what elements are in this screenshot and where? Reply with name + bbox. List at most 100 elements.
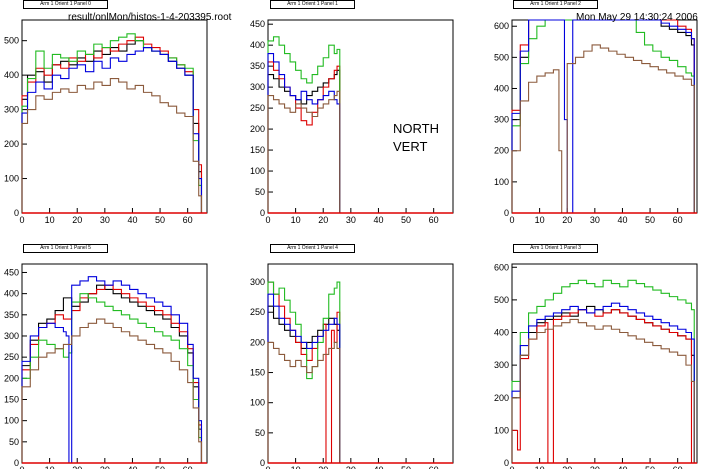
x-tick-label: 10 — [535, 465, 545, 469]
x-tick-label: 0 — [19, 465, 24, 469]
x-tick-label: 50 — [645, 215, 655, 225]
x-tick-label: 10 — [291, 215, 301, 225]
y-tick-label: 300 — [250, 277, 265, 287]
x-tick-label: 0 — [19, 215, 24, 225]
y-tick-label: 400 — [4, 70, 19, 80]
y-tick-label: 0 — [504, 458, 509, 468]
x-tick-label: 60 — [429, 215, 439, 225]
plot-frame — [511, 19, 698, 214]
x-tick-label: 0 — [265, 465, 270, 469]
series-green — [21, 33, 205, 214]
plot-frame — [21, 19, 208, 214]
y-tick-label: 200 — [250, 337, 265, 347]
series-brown — [511, 44, 695, 214]
x-tick-label: 30 — [346, 215, 356, 225]
x-tick-label: 20 — [562, 215, 572, 225]
y-tick-label: 150 — [4, 394, 19, 404]
y-tick-label: 350 — [4, 310, 19, 320]
y-tick-label: 200 — [494, 146, 509, 156]
series-red — [267, 61, 343, 214]
series-brown — [511, 318, 695, 463]
series-brown — [267, 341, 343, 464]
panel-title: Arm 1 Orient 1 Panel 2 — [513, 0, 598, 9]
panel-title: Arm 1 Orient 1 Panel 3 — [513, 244, 598, 253]
series-green — [267, 281, 343, 464]
x-tick-label: 10 — [45, 465, 55, 469]
x-tick-label: 60 — [183, 215, 193, 225]
panel-title: Arm 1 Orient 1 Panel 4 — [270, 244, 355, 253]
plot-frame — [267, 19, 454, 214]
x-tick-label: 60 — [673, 465, 683, 469]
y-tick-label: 200 — [494, 393, 509, 403]
x-tick-label: 30 — [100, 215, 110, 225]
y-tick-label: 100 — [250, 398, 265, 408]
y-tick-label: 200 — [250, 124, 265, 134]
x-tick-label: 20 — [72, 465, 82, 469]
plot-frame — [267, 263, 454, 464]
y-tick-label: 500 — [4, 36, 19, 46]
series-brown — [267, 90, 343, 214]
vert-label: VERT — [393, 139, 428, 154]
file-path: result/onlMon/histos-1-4-203395.root — [68, 12, 232, 23]
x-tick-label: 10 — [291, 465, 301, 469]
series-blue — [21, 276, 205, 464]
x-tick-label: 20 — [318, 215, 328, 225]
y-tick-label: 200 — [4, 139, 19, 149]
series-brown — [21, 318, 205, 464]
north-label: NORTH — [393, 121, 439, 136]
x-tick-label: 50 — [155, 465, 165, 469]
y-tick-label: 600 — [494, 262, 509, 272]
x-tick-label: 50 — [401, 465, 411, 469]
x-tick-label: 40 — [373, 465, 383, 469]
y-tick-label: 0 — [14, 208, 19, 218]
series-green — [511, 279, 695, 463]
x-tick-label: 20 — [562, 465, 572, 469]
y-tick-label: 500 — [494, 295, 509, 305]
y-tick-label: 100 — [4, 174, 19, 184]
series-red — [267, 281, 343, 464]
y-tick-label: 100 — [250, 166, 265, 176]
x-tick-label: 50 — [401, 215, 411, 225]
x-tick-label: 30 — [590, 465, 600, 469]
x-tick-label: 10 — [535, 215, 545, 225]
panel-title: Arm 1 Orient 1 Panel 1 — [270, 0, 355, 9]
y-tick-label: 100 — [4, 416, 19, 426]
panel-title: Arm 1 Orient 1 Panel 5 — [23, 244, 108, 253]
series-brown — [21, 78, 205, 214]
y-tick-label: 600 — [494, 21, 509, 31]
series-green — [267, 36, 343, 214]
x-tick-label: 60 — [429, 465, 439, 469]
x-tick-label: 30 — [590, 215, 600, 225]
y-tick-label: 50 — [255, 428, 265, 438]
x-tick-label: 30 — [100, 465, 110, 469]
plot-frame — [21, 263, 208, 464]
y-tick-label: 150 — [250, 368, 265, 378]
y-tick-label: 300 — [494, 115, 509, 125]
y-tick-label: 0 — [504, 208, 509, 218]
y-tick-label: 300 — [494, 360, 509, 370]
plot-frame — [511, 263, 698, 464]
y-tick-label: 50 — [255, 187, 265, 197]
y-tick-label: 0 — [260, 458, 265, 468]
y-tick-label: 500 — [494, 52, 509, 62]
y-tick-label: 0 — [260, 208, 265, 218]
y-tick-label: 100 — [494, 177, 509, 187]
y-tick-label: 250 — [250, 103, 265, 113]
timestamp: Mon May 29 14:30:24 2006 — [576, 12, 698, 23]
x-tick-label: 0 — [265, 215, 270, 225]
y-tick-label: 450 — [250, 19, 265, 29]
series-blue — [21, 47, 205, 214]
y-tick-label: 0 — [14, 458, 19, 468]
panel-title: Arm 1 Orient 1 Panel 0 — [23, 0, 108, 9]
x-tick-label: 20 — [318, 465, 328, 469]
y-tick-label: 50 — [9, 437, 19, 447]
series-blue — [267, 293, 343, 464]
x-tick-label: 40 — [127, 465, 137, 469]
y-tick-label: 300 — [4, 331, 19, 341]
y-tick-label: 400 — [4, 289, 19, 299]
series-green — [21, 293, 205, 464]
x-tick-label: 40 — [617, 465, 627, 469]
x-tick-label: 50 — [645, 465, 655, 469]
x-tick-label: 0 — [509, 465, 514, 469]
